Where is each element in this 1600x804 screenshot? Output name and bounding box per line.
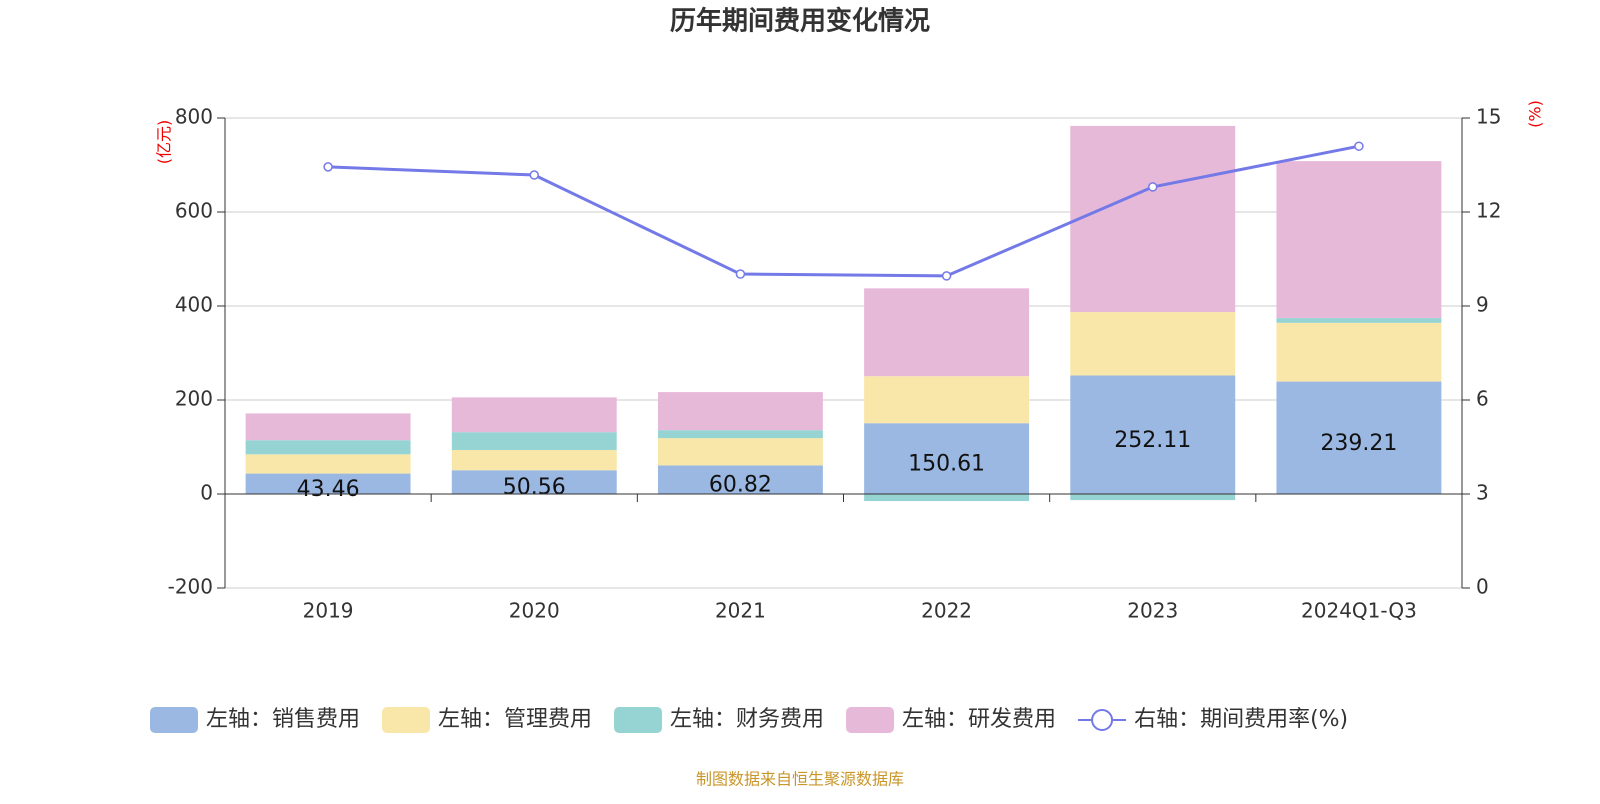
line-point: [941, 271, 952, 281]
bar-segment: [657, 465, 823, 494]
y2-tick-label: 6: [1476, 387, 1489, 411]
bar-segment: [245, 454, 411, 474]
y-tick-label: -200: [168, 575, 213, 599]
line-point: [1148, 182, 1158, 192]
bar-segment: [657, 438, 823, 466]
bar-segment: [1276, 381, 1442, 494]
bar-segment: [1276, 318, 1442, 323]
legend-swatch: [846, 707, 895, 733]
x-tick-label: 2024Q1-Q3: [1301, 599, 1417, 623]
bar-segment: [1070, 125, 1236, 313]
bar-segment: [1070, 494, 1236, 501]
legend-swatch: [614, 707, 663, 733]
y2-tick-label: 3: [1476, 481, 1489, 505]
x-tick-label: 2023: [1127, 599, 1178, 623]
x-tick-label: 2019: [303, 599, 354, 623]
legend-swatch: [382, 707, 431, 733]
line-series: [328, 144, 1360, 278]
bar-segment: [864, 288, 1030, 377]
y-axis-label: (亿元): [155, 120, 174, 165]
bar-segment: [245, 473, 411, 494]
chart-title: 历年期间费用变化情况: [670, 6, 930, 37]
x-tick-label: 2022: [921, 599, 972, 623]
line-point: [529, 170, 539, 180]
bar-segment: [657, 392, 823, 431]
x-tick-label: 2020: [509, 599, 560, 623]
line-point: [323, 162, 333, 172]
legend-swatch: [150, 707, 198, 733]
y-tick-label: 0: [200, 481, 213, 505]
y2-tick-label: 0: [1476, 575, 1489, 599]
legend-swatch: [1091, 709, 1114, 731]
bar-segment: [451, 397, 617, 433]
bar-segment: [1070, 375, 1236, 494]
y-tick-label: 800: [175, 105, 213, 129]
data-label: 150.61: [908, 452, 985, 477]
legend-label: 左轴：管理费用: [438, 707, 592, 732]
y2-axis-label: (%): [1526, 100, 1545, 128]
bar-segment: [1276, 161, 1442, 319]
data-label: 50.56: [503, 475, 566, 500]
data-label: 43.46: [297, 477, 360, 502]
y-tick-label: 600: [175, 199, 213, 223]
bar-segment: [864, 376, 1030, 424]
legend-label: 右轴：期间费用率(%): [1134, 707, 1348, 732]
x-tick-label: 2021: [715, 599, 766, 623]
legend-label: 左轴：财务费用: [670, 707, 824, 732]
bar-segment: [451, 470, 617, 494]
bar-segment: [1070, 312, 1236, 376]
y-tick-label: 200: [175, 387, 213, 411]
legend-label: 左轴：销售费用: [206, 707, 360, 732]
bar-segment: [245, 440, 411, 455]
line-point: [1354, 141, 1364, 151]
line-point: [735, 269, 746, 279]
bar-segment: [451, 450, 617, 471]
data-label: 252.11: [1114, 428, 1191, 453]
bar-segment: [245, 413, 411, 441]
bar-segment: [864, 494, 1030, 502]
source-note: 制图数据来自恒生聚源数据库: [696, 770, 904, 789]
data-label: 239.21: [1320, 431, 1397, 456]
bar-segment: [1276, 322, 1442, 382]
bar-segment: [864, 423, 1030, 494]
bar-segment: [657, 430, 823, 439]
bar-segment: [451, 432, 617, 451]
y2-tick-label: 15: [1476, 105, 1501, 129]
y2-tick-label: 12: [1476, 199, 1501, 223]
y-tick-label: 400: [175, 293, 213, 317]
y2-tick-label: 9: [1476, 293, 1489, 317]
legend-label: 左轴：研发费用: [902, 707, 1056, 732]
